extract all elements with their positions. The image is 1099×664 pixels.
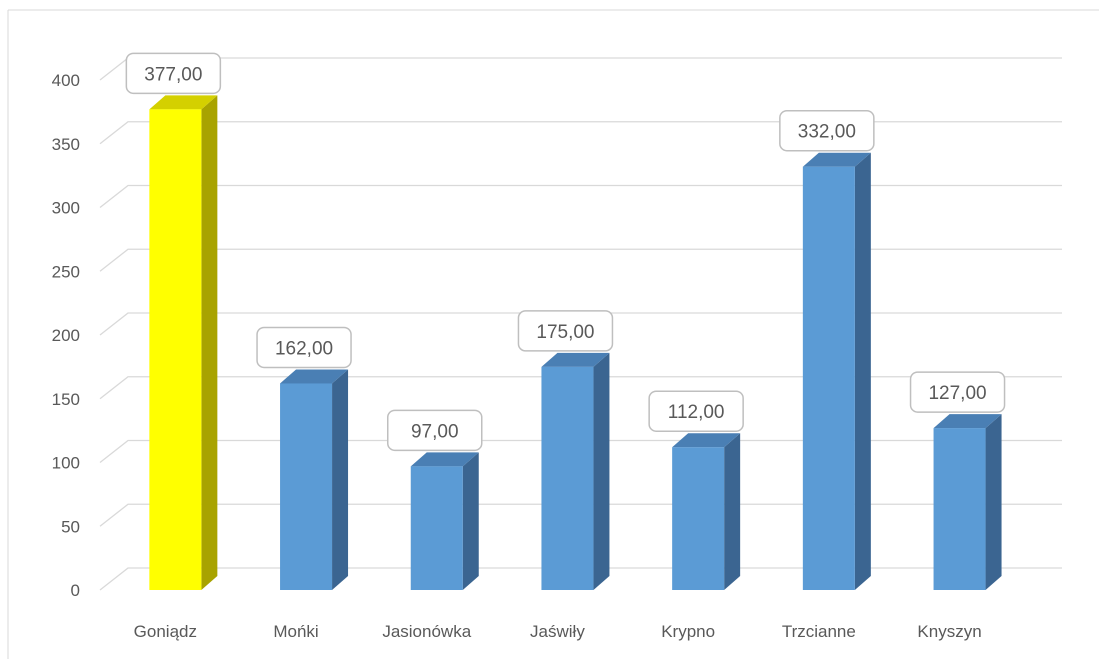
bar-jasionówka bbox=[410, 452, 479, 590]
bar-front bbox=[280, 383, 333, 590]
bar-side bbox=[985, 414, 1002, 590]
bar-front bbox=[149, 109, 202, 590]
bar-top bbox=[802, 152, 871, 167]
bar-trzcianne bbox=[802, 152, 871, 590]
gridline bbox=[99, 248, 1062, 272]
bar-side bbox=[462, 452, 479, 590]
bar-knyszyn bbox=[933, 414, 1002, 590]
data-label: 112,00 bbox=[648, 390, 744, 432]
data-label-text: 175,00 bbox=[536, 322, 594, 343]
data-label: 97,00 bbox=[387, 409, 483, 452]
y-tick-label: 50 bbox=[61, 517, 80, 536]
data-labels: 377,00 162,00 97,00 175,00 112,00 332,00 127,0… bbox=[125, 52, 1006, 452]
x-tick-label: Goniądz bbox=[134, 622, 197, 641]
bar-front bbox=[802, 166, 855, 590]
gridline bbox=[99, 567, 1062, 591]
gridlines bbox=[99, 57, 1062, 591]
bar-side bbox=[854, 152, 871, 590]
y-axis-ticks: 0 50 100 150 200 250 300 350 400 bbox=[52, 71, 80, 600]
gridline bbox=[99, 503, 1062, 527]
gridline bbox=[99, 184, 1062, 209]
bar-top bbox=[410, 452, 479, 467]
y-tick-label: 400 bbox=[52, 71, 80, 90]
bar-front bbox=[541, 366, 594, 590]
bar-side bbox=[724, 433, 741, 590]
x-tick-label: Knyszyn bbox=[917, 622, 981, 641]
data-label-text: 162,00 bbox=[275, 338, 333, 359]
gridline bbox=[99, 439, 1062, 464]
data-label: 162,00 bbox=[256, 326, 352, 369]
gridline bbox=[99, 376, 1062, 400]
data-label-box bbox=[256, 326, 352, 369]
y-tick-label: 350 bbox=[52, 135, 80, 154]
x-tick-label: Mońki bbox=[273, 622, 318, 641]
data-label: 127,00 bbox=[909, 371, 1006, 413]
bar-goniądz bbox=[149, 95, 218, 590]
bar-mońki bbox=[280, 369, 349, 590]
x-tick-label: Jaświły bbox=[530, 622, 585, 641]
data-label-box bbox=[517, 310, 614, 352]
x-tick-label: Jasionówka bbox=[382, 622, 471, 641]
x-tick-label: Krypno bbox=[661, 622, 715, 641]
data-label-box bbox=[648, 390, 744, 432]
bar-side bbox=[593, 352, 610, 590]
data-label-box bbox=[909, 371, 1006, 413]
gridline bbox=[99, 57, 1062, 81]
y-tick-label: 200 bbox=[52, 326, 80, 345]
data-label-box bbox=[779, 109, 875, 152]
bar-top bbox=[280, 369, 349, 384]
data-label: 377,00 bbox=[125, 52, 222, 95]
bar-front bbox=[672, 447, 725, 590]
data-label-text: 97,00 bbox=[411, 421, 459, 442]
data-label: 175,00 bbox=[517, 310, 614, 352]
bar-side bbox=[201, 95, 218, 590]
y-tick-label: 150 bbox=[52, 390, 80, 409]
bar-top bbox=[672, 433, 741, 448]
x-axis-ticks: Goniądz Mońki Jasionówka Jaświły Krypno Trzci… bbox=[134, 622, 982, 641]
gridline bbox=[99, 312, 1062, 336]
data-label-text: 332,00 bbox=[798, 122, 856, 143]
data-label: 332,00 bbox=[779, 109, 875, 152]
bar-krypno bbox=[672, 433, 741, 590]
data-label-box bbox=[387, 409, 483, 452]
bar-top bbox=[149, 95, 218, 110]
x-tick-label: Trzcianne bbox=[782, 622, 856, 641]
data-label-text: 112,00 bbox=[668, 402, 725, 423]
bar-side bbox=[332, 369, 349, 590]
y-tick-label: 100 bbox=[52, 454, 80, 473]
bar-top bbox=[933, 414, 1002, 429]
data-label-text: 127,00 bbox=[928, 383, 986, 404]
bar-front bbox=[410, 466, 463, 590]
bar-top bbox=[541, 352, 610, 367]
data-label-text: 377,00 bbox=[144, 64, 202, 85]
y-tick-label: 300 bbox=[52, 199, 80, 218]
bars bbox=[149, 95, 1002, 590]
bar-front bbox=[933, 428, 986, 590]
gridline bbox=[99, 121, 1062, 145]
data-label-box bbox=[125, 52, 222, 95]
y-tick-label: 0 bbox=[71, 581, 80, 600]
y-tick-label: 250 bbox=[52, 262, 80, 281]
bar-jaświły bbox=[541, 352, 610, 590]
